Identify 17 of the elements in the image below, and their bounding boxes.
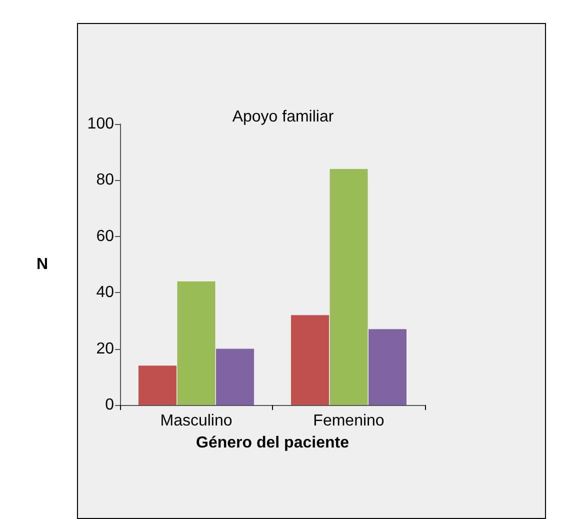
chart-title: Apoyo familiar: [232, 108, 334, 126]
y-tick-label: 0: [105, 396, 114, 414]
y-tick-label: 20: [96, 340, 114, 358]
bar: [177, 281, 216, 405]
x-tick-label: Masculino: [160, 412, 232, 430]
y-tick-label: 100: [87, 116, 114, 132]
y-axis-title: N: [36, 256, 48, 273]
bar: [330, 168, 368, 405]
x-axis-title: Género del paciente: [196, 434, 350, 452]
bar: [216, 348, 254, 405]
bar: [368, 329, 407, 405]
y-tick-label: 80: [96, 172, 114, 189]
bar: [138, 366, 176, 405]
y-tick-label: 40: [96, 284, 114, 302]
bar: [290, 315, 329, 405]
y-tick-label: 60: [96, 228, 114, 245]
x-tick-label: Femenino: [313, 412, 384, 430]
